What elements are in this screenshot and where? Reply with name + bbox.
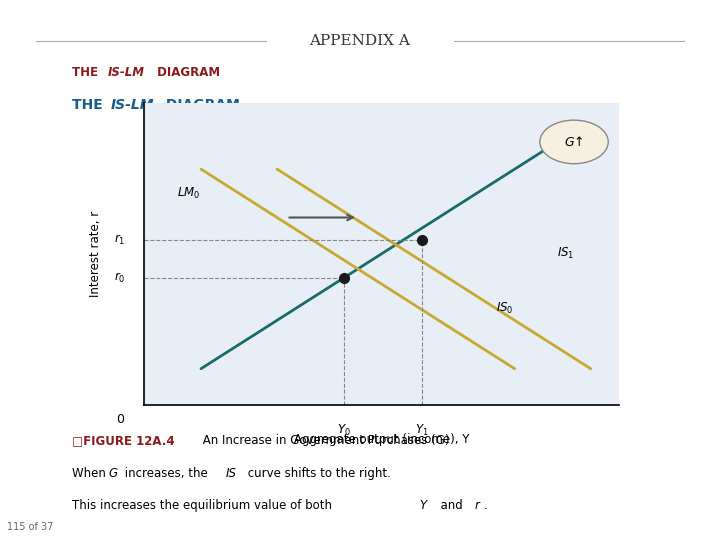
Text: G: G — [108, 467, 117, 480]
Text: $r_1$: $r_1$ — [114, 233, 125, 247]
Text: $Y_0$: $Y_0$ — [337, 423, 351, 438]
Text: Y: Y — [419, 499, 426, 512]
Text: APPENDIX A: APPENDIX A — [310, 34, 410, 48]
Text: 0: 0 — [116, 413, 125, 426]
Text: IS: IS — [225, 467, 236, 480]
Text: increases, the: increases, the — [121, 467, 211, 480]
Text: DIAGRAM: DIAGRAM — [153, 66, 220, 79]
Text: An Increase in Government Purchases (G): An Increase in Government Purchases (G) — [199, 434, 449, 447]
Text: $r_0$: $r_0$ — [114, 271, 125, 285]
Text: $G$↑: $G$↑ — [564, 135, 584, 149]
X-axis label: Aggregate output (income), Y: Aggregate output (income), Y — [294, 433, 469, 446]
Text: 115 of 37: 115 of 37 — [7, 522, 53, 531]
Text: THE: THE — [72, 98, 107, 112]
Text: IS-LM: IS-LM — [111, 98, 154, 112]
Text: r: r — [474, 499, 480, 512]
Text: DIAGRAM: DIAGRAM — [161, 98, 240, 112]
Text: This increases the equilibrium value of both: This increases the equilibrium value of … — [72, 499, 336, 512]
Text: and: and — [433, 499, 467, 512]
Text: $IS_0$: $IS_0$ — [495, 301, 513, 316]
Text: curve shifts to the right.: curve shifts to the right. — [244, 467, 391, 480]
Text: □FIGURE 12A.4: □FIGURE 12A.4 — [72, 434, 175, 447]
Text: IS-LM: IS-LM — [107, 66, 145, 79]
Text: $IS_1$: $IS_1$ — [557, 246, 575, 261]
Text: When: When — [72, 467, 109, 480]
Circle shape — [540, 120, 608, 164]
Text: THE: THE — [72, 66, 102, 79]
Y-axis label: Interest rate, r: Interest rate, r — [89, 211, 102, 297]
Text: $LM_0$: $LM_0$ — [177, 186, 201, 201]
Text: .: . — [484, 499, 487, 512]
Text: $Y_1$: $Y_1$ — [415, 423, 429, 438]
